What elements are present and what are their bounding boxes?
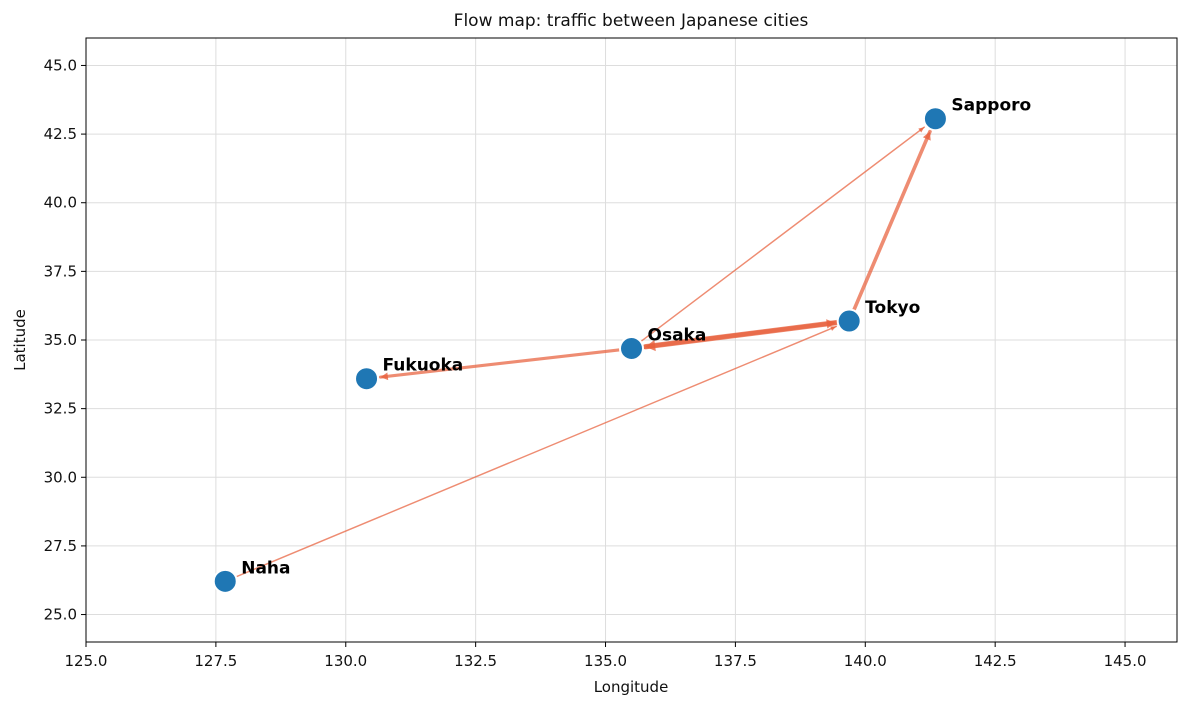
x-tick-label: 145.0	[1104, 652, 1147, 670]
flow-line	[378, 347, 628, 379]
x-axis-ticks: 125.0 127.5 130.0 132.5 135.0 137.5 140.0 142.5…	[65, 642, 1147, 670]
x-tick-label: 142.5	[974, 652, 1017, 670]
city-node-sapporo	[922, 106, 948, 132]
city-label: Naha	[241, 558, 290, 578]
flow-lines	[230, 126, 932, 580]
city-nodes: Sapporo Tokyo Osaka Fukuoka Naha	[212, 96, 1031, 594]
y-tick-label: 25.0	[44, 606, 77, 624]
flow-arrowhead	[826, 319, 836, 329]
flow-arrowhead	[918, 127, 925, 133]
y-axis-ticks: 25.0 27.5 30.0 32.5 35.0 37.5 40.0 42.5 45.0	[44, 56, 86, 624]
y-tick-label: 30.0	[44, 468, 77, 486]
flow-line	[635, 126, 925, 346]
x-axis-label: Longitude	[594, 678, 669, 696]
x-tick-label: 125.0	[65, 652, 108, 670]
city-label: Osaka	[648, 326, 707, 346]
y-tick-label: 42.5	[44, 125, 77, 143]
city-label: Tokyo	[865, 298, 920, 318]
flow-arrowhead	[922, 131, 931, 141]
city-node-osaka	[619, 336, 644, 362]
y-tick-label: 27.5	[44, 537, 77, 555]
city-label: Sapporo	[951, 96, 1031, 116]
x-tick-label: 135.0	[584, 652, 627, 670]
city-node-naha	[212, 568, 238, 594]
city-node-fukuoka	[354, 366, 380, 392]
flow-arrowhead	[380, 372, 389, 381]
y-tick-label: 40.0	[44, 194, 77, 212]
x-tick-label: 132.5	[454, 652, 497, 670]
flow-arrowhead	[830, 326, 837, 331]
y-tick-label: 37.5	[44, 262, 77, 280]
flow-line	[849, 129, 932, 318]
y-tick-label: 45.0	[44, 56, 77, 74]
flow-line	[635, 320, 838, 350]
x-tick-label: 127.5	[194, 652, 237, 670]
x-tick-label: 137.5	[714, 652, 757, 670]
y-tick-label: 32.5	[44, 400, 77, 418]
city-label: Fukuoka	[383, 356, 464, 376]
chart-title: Flow map: traffic between Japanese citie…	[454, 11, 809, 31]
y-axis-label: Latitude	[11, 309, 29, 371]
x-tick-label: 140.0	[844, 652, 887, 670]
city-node-tokyo	[836, 308, 862, 334]
x-tick-label: 130.0	[324, 652, 367, 670]
y-tick-label: 35.0	[44, 331, 77, 349]
flow-line	[230, 325, 837, 580]
